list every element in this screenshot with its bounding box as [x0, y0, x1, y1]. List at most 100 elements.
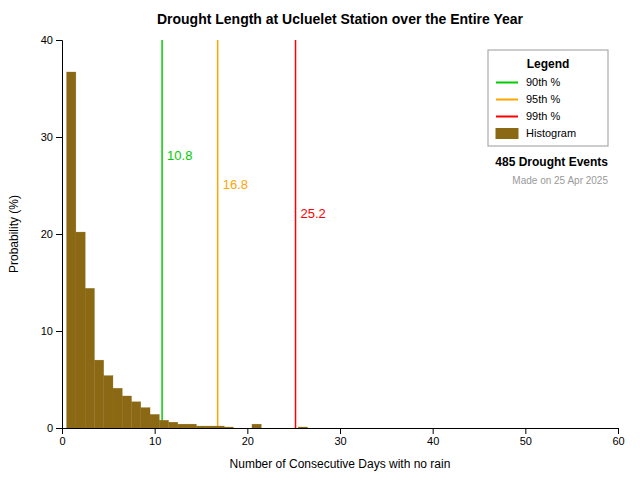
percentile-line [295, 40, 297, 428]
legend-box [488, 50, 608, 146]
tick-label: 40 [41, 34, 53, 46]
bar [298, 427, 307, 428]
tick-mark [56, 331, 62, 332]
bar [335, 428, 344, 429]
x-axis-title: Number of Consecutive Days with no rain [230, 457, 451, 471]
tick: 40 [427, 428, 439, 447]
tick: 30 [334, 428, 346, 447]
tick: 0 [59, 428, 65, 447]
bar [206, 426, 215, 428]
plot: 0 10 20 30 40 50 60 0 10 20 30 40 10.8 16.8 25.2 Legend… [41, 34, 625, 447]
bar [150, 414, 159, 428]
tick-label: 30 [334, 435, 346, 447]
tick-mark [247, 428, 248, 434]
tick-mark [56, 40, 62, 41]
histogram [67, 72, 308, 428]
data-labels: 10.8 16.8 25.2 [167, 148, 326, 221]
bar [280, 428, 289, 429]
legend-label: 95th % [526, 93, 560, 105]
bar [76, 232, 85, 428]
tick: 50 [520, 428, 532, 447]
tick: 10 [149, 428, 161, 447]
data-label: 16.8 [223, 177, 248, 192]
legend-item: 99th % [496, 110, 560, 122]
bar [261, 428, 270, 429]
bar [104, 376, 113, 428]
legend-swatch [496, 129, 518, 139]
percentile-line [161, 40, 163, 428]
bar [94, 360, 103, 428]
y-axis: 0 10 20 30 40 [41, 34, 63, 434]
bar [215, 426, 224, 428]
tick-label: 40 [427, 435, 439, 447]
tick: 60 [612, 428, 624, 447]
data-label: 10.8 [167, 148, 192, 163]
tick-mark [56, 137, 62, 138]
tick-label: 30 [41, 131, 53, 143]
percentile-line [217, 40, 219, 428]
title: Drought Length at Ucluelet Station over … [157, 11, 524, 27]
data-label: 25.2 [301, 206, 326, 221]
bar [132, 402, 141, 428]
bar [113, 388, 122, 428]
y-axis-title: Probability (%) [7, 195, 21, 273]
chart: 0 10 20 30 40 50 60 0 10 20 30 40 10.8 16.8 25.2 Legend… [0, 0, 640, 480]
legend-swatch [496, 99, 518, 101]
bar [67, 72, 76, 428]
annotation: Made on 25 Apr 2025 [512, 175, 608, 186]
tick-mark [155, 428, 156, 434]
legend-title: Legend [527, 57, 570, 71]
tick-label: 10 [149, 435, 161, 447]
axis-line [56, 41, 63, 429]
marks [67, 40, 308, 428]
tick: 10 [41, 325, 62, 337]
bar [169, 422, 178, 428]
bar [233, 428, 242, 429]
tick: 30 [41, 131, 62, 143]
tick-label: 20 [41, 228, 53, 240]
bar [317, 428, 326, 429]
bar [289, 428, 298, 429]
legend-label: Histogram [526, 127, 576, 139]
bar [141, 408, 150, 428]
bar [159, 420, 168, 428]
annotation: 485 Drought Events [495, 155, 608, 169]
tick-mark [433, 428, 434, 434]
tick: 20 [41, 228, 62, 240]
tick-label: 60 [612, 435, 624, 447]
tick: 0 [47, 422, 62, 434]
tick-label: 0 [47, 422, 53, 434]
tick-label: 50 [520, 435, 532, 447]
bar [326, 428, 335, 429]
bar [178, 424, 187, 428]
bar [122, 396, 131, 428]
tick-mark [525, 428, 526, 434]
bar [308, 428, 317, 429]
tick-mark [340, 428, 341, 434]
tick-label: 20 [242, 435, 254, 447]
tick-mark [618, 428, 619, 434]
legend-swatch [496, 116, 518, 118]
bar [243, 428, 252, 429]
tick-mark [56, 234, 62, 235]
tick-label: 10 [41, 325, 53, 337]
bar [271, 428, 280, 429]
legend-swatch [496, 82, 518, 84]
legend: Legend 90th % 95th % 99th % Histogram [488, 50, 608, 146]
legend-item: 95th % [496, 93, 560, 105]
bar [85, 288, 94, 428]
axis-line [63, 429, 619, 435]
tick-mark [56, 428, 62, 429]
tick-label: 0 [59, 435, 65, 447]
legend-label: 90th % [526, 76, 560, 88]
legend-item: 90th % [496, 76, 560, 88]
bar [187, 424, 196, 428]
legend-label: 99th % [526, 110, 560, 122]
bar [252, 424, 261, 428]
tick: 40 [41, 34, 62, 46]
x-axis: 0 10 20 30 40 50 60 [59, 428, 624, 447]
tick: 20 [242, 428, 254, 447]
legend-item: Histogram [496, 127, 576, 139]
bar [224, 427, 233, 428]
bar [196, 426, 205, 428]
